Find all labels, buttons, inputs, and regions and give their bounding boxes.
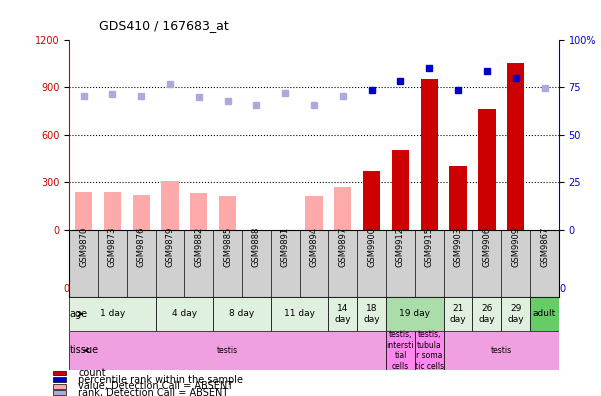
Text: testis,
intersti
tial
cells: testis, intersti tial cells [386, 330, 414, 371]
Text: age: age [70, 309, 88, 319]
Text: 8 day: 8 day [230, 309, 255, 318]
Text: percentile rank within the sample: percentile rank within the sample [78, 375, 243, 385]
Bar [444, 297, 472, 331]
Bar [392, 150, 409, 230]
Bar [357, 297, 386, 331]
Bar [53, 390, 66, 395]
Text: testis: testis [491, 346, 512, 355]
Bar [219, 196, 236, 230]
Bar [75, 192, 92, 230]
Bar [132, 195, 150, 230]
Text: testis,
tubula
r soma
tic cells: testis, tubula r soma tic cells [415, 330, 444, 371]
Text: 21
day: 21 day [450, 304, 466, 324]
Bar [363, 171, 380, 230]
Bar [328, 297, 357, 331]
Text: 11 day: 11 day [284, 309, 315, 318]
Bar [190, 193, 207, 230]
Text: 18
day: 18 day [364, 304, 380, 324]
Text: tissue: tissue [70, 345, 99, 356]
Text: 29
day: 29 day [507, 304, 524, 324]
Bar [415, 331, 444, 370]
Bar [271, 297, 328, 331]
Bar [53, 371, 66, 375]
Text: adult: adult [533, 309, 556, 318]
Bar [507, 63, 524, 230]
Bar [450, 166, 467, 230]
Bar [156, 297, 213, 331]
Bar [53, 384, 66, 389]
Text: value, Detection Call = ABSENT: value, Detection Call = ABSENT [78, 381, 233, 392]
Text: 0: 0 [63, 284, 69, 294]
Bar [53, 377, 66, 382]
Bar [530, 297, 559, 331]
Bar [421, 79, 438, 230]
Bar [213, 297, 271, 331]
Bar [334, 187, 352, 230]
Bar [472, 297, 501, 331]
Text: rank, Detection Call = ABSENT: rank, Detection Call = ABSENT [78, 388, 228, 396]
Bar [69, 331, 386, 370]
Text: 19 day: 19 day [400, 309, 430, 318]
Text: count: count [78, 368, 106, 378]
Text: 0: 0 [559, 284, 565, 294]
Text: 14
day: 14 day [335, 304, 351, 324]
Bar [444, 331, 559, 370]
Bar [478, 109, 496, 230]
Bar [501, 297, 530, 331]
Text: 1 day: 1 day [100, 309, 125, 318]
Bar [305, 196, 323, 230]
Bar [161, 181, 178, 230]
Bar [104, 192, 121, 230]
Bar [386, 331, 415, 370]
Text: 26
day: 26 day [478, 304, 495, 324]
Text: 4 day: 4 day [172, 309, 197, 318]
Bar [69, 297, 156, 331]
Text: testis: testis [217, 346, 238, 355]
Text: GDS410 / 167683_at: GDS410 / 167683_at [99, 19, 229, 32]
Bar [386, 297, 444, 331]
